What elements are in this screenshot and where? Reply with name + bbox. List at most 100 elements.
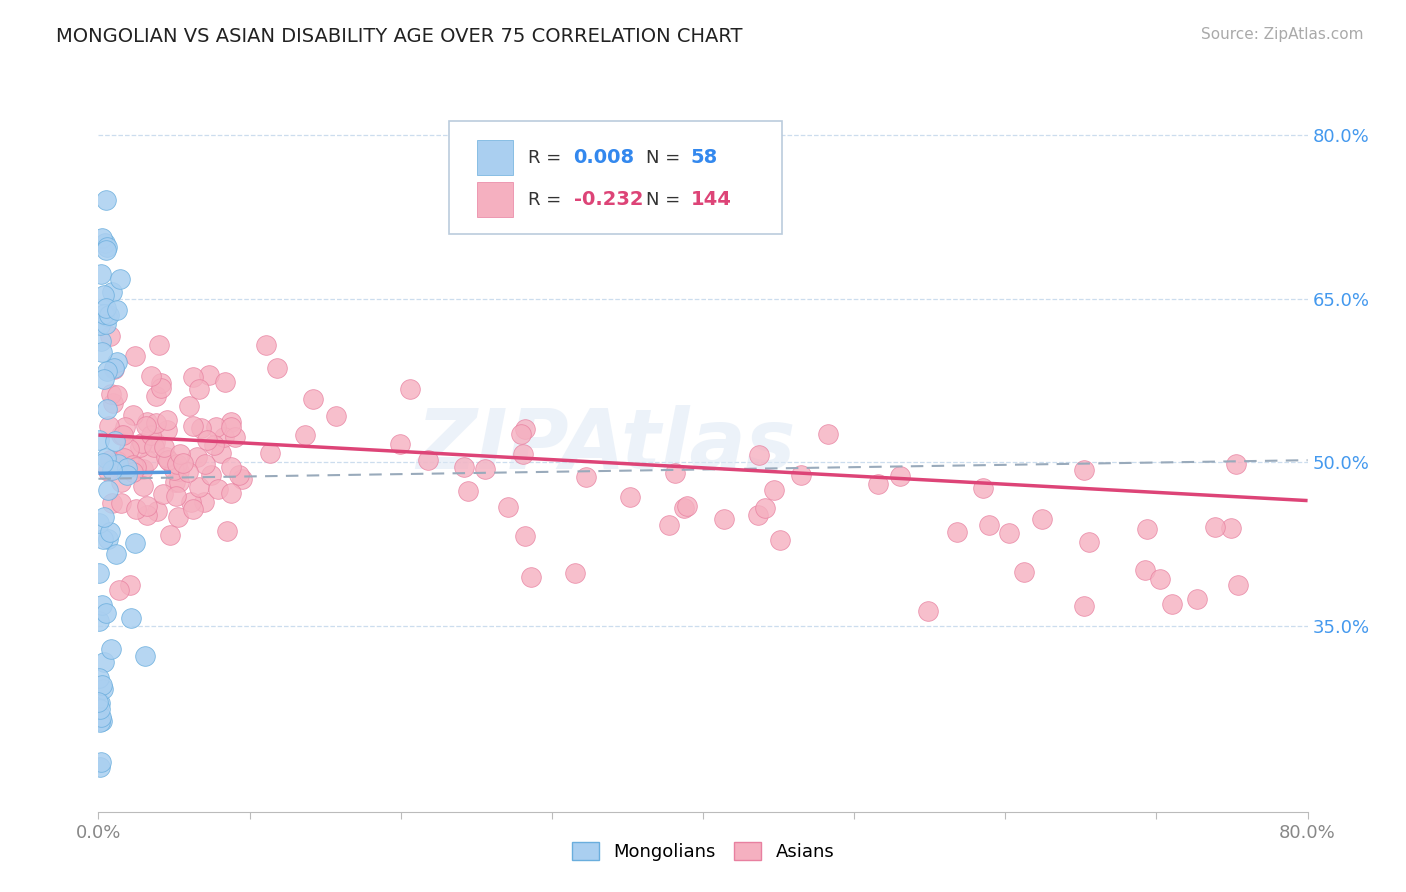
Point	[167, 475, 190, 489]
Point	[512, 447, 534, 461]
Point	[193, 495, 215, 509]
Point	[117, 461, 139, 475]
Point	[93, 372, 115, 386]
Point	[135, 508, 157, 522]
Point	[89, 672, 111, 686]
Point	[98, 453, 121, 467]
Point	[136, 454, 159, 468]
Point	[513, 529, 536, 543]
Point	[195, 433, 218, 447]
Point	[180, 495, 202, 509]
Point	[94, 235, 117, 250]
Point	[93, 655, 115, 669]
Point	[254, 337, 277, 351]
Point	[224, 430, 246, 444]
Point	[418, 453, 440, 467]
Text: R =: R =	[527, 191, 567, 209]
Point	[90, 678, 112, 692]
Point	[101, 462, 124, 476]
Point	[575, 470, 598, 484]
Point	[129, 441, 152, 455]
Point	[228, 467, 250, 482]
Point	[93, 307, 115, 321]
Point	[105, 388, 128, 402]
Point	[165, 475, 187, 490]
Point	[510, 426, 533, 441]
Point	[100, 387, 122, 401]
Point	[90, 755, 112, 769]
Point	[219, 460, 242, 475]
Point	[125, 459, 148, 474]
Point	[89, 566, 111, 580]
Point	[114, 420, 136, 434]
Point	[91, 532, 114, 546]
Point	[763, 483, 786, 497]
Point	[94, 194, 117, 208]
Point	[159, 528, 181, 542]
Point	[866, 477, 889, 491]
Point	[207, 482, 229, 496]
Point	[188, 480, 211, 494]
Point	[101, 496, 124, 510]
Point	[100, 642, 122, 657]
Point	[204, 419, 226, 434]
Point	[105, 302, 128, 317]
Point	[105, 354, 128, 368]
Point	[117, 468, 139, 483]
Point	[817, 426, 839, 441]
Point	[139, 428, 162, 442]
Point	[294, 428, 316, 442]
Point	[1187, 591, 1209, 606]
Point	[96, 402, 118, 417]
Bar	[477, 140, 513, 176]
Point	[658, 517, 681, 532]
Point	[399, 383, 422, 397]
Point	[181, 502, 204, 516]
Point	[149, 376, 172, 390]
Point	[89, 696, 111, 710]
Point	[155, 450, 177, 464]
Point	[110, 427, 132, 442]
Point	[91, 456, 114, 470]
Point	[97, 532, 120, 546]
Point	[98, 524, 121, 539]
Point	[997, 526, 1019, 541]
Point	[96, 364, 118, 378]
Point	[134, 649, 156, 664]
Point	[91, 344, 114, 359]
Point	[1078, 535, 1101, 549]
Point	[156, 413, 179, 427]
Point	[94, 301, 117, 315]
Point	[87, 695, 110, 709]
Point	[219, 415, 242, 429]
Point	[143, 435, 166, 450]
Point	[108, 583, 131, 598]
Point	[198, 368, 221, 383]
Point	[118, 442, 141, 456]
Point	[89, 715, 111, 730]
Point	[89, 318, 111, 333]
Point	[96, 243, 118, 257]
Point	[713, 512, 735, 526]
Point	[194, 457, 217, 471]
Point	[90, 267, 112, 281]
Point	[103, 396, 125, 410]
Point	[789, 468, 811, 483]
Point	[153, 441, 176, 455]
Point	[181, 419, 204, 434]
Point	[101, 285, 124, 299]
Point	[619, 490, 641, 504]
Point	[945, 524, 967, 539]
Point	[89, 760, 111, 774]
Point	[139, 368, 162, 383]
Point	[231, 472, 253, 486]
Point	[748, 449, 770, 463]
Point	[124, 350, 146, 364]
Point	[145, 389, 167, 403]
Point	[214, 375, 236, 389]
Point	[124, 536, 146, 550]
Point	[93, 510, 115, 524]
Point	[325, 409, 347, 423]
Point	[105, 547, 128, 561]
Point	[103, 360, 125, 375]
